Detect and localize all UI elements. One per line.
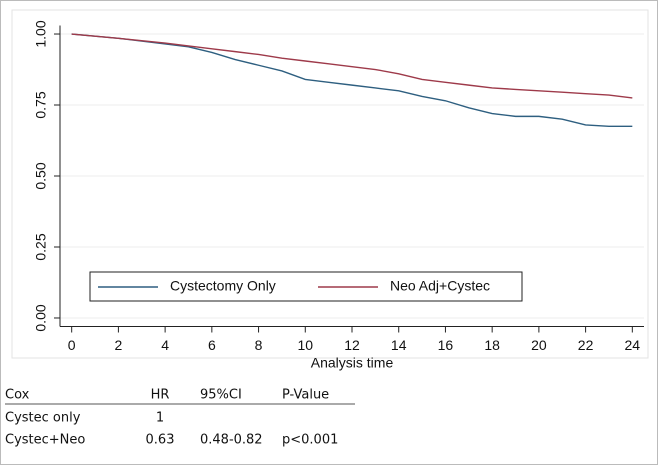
table-header: HR bbox=[151, 388, 170, 403]
x-tick-label: 10 bbox=[297, 337, 313, 353]
x-tick-label: 24 bbox=[625, 337, 641, 353]
x-tick-label: 14 bbox=[391, 337, 407, 353]
y-tick-label: 0.25 bbox=[33, 233, 49, 260]
table-cell: 1 bbox=[156, 411, 164, 426]
x-tick-label: 20 bbox=[531, 337, 547, 353]
legend-label: Neo Adj+Cystec bbox=[390, 278, 490, 294]
y-tick-label: 0.50 bbox=[33, 162, 49, 189]
legend-label: Cystectomy Only bbox=[170, 278, 276, 294]
y-tick-label: 1.00 bbox=[33, 20, 49, 47]
table-header: 95%CI bbox=[200, 388, 242, 403]
x-tick-label: 12 bbox=[344, 337, 360, 353]
x-tick-label: 22 bbox=[578, 337, 594, 353]
table-header: P-Value bbox=[282, 388, 329, 403]
plot-region bbox=[11, 9, 649, 359]
y-tick-label: 0.00 bbox=[33, 304, 49, 331]
x-tick-label: 8 bbox=[255, 337, 263, 353]
survival-line bbox=[71, 33, 633, 128]
x-tick-label: 2 bbox=[115, 337, 123, 353]
table-cell: Cystec only bbox=[5, 411, 81, 426]
table-cell: 0.63 bbox=[146, 433, 175, 448]
table-cell: Cystec+Neo bbox=[5, 433, 85, 448]
x-tick-label: 4 bbox=[161, 337, 169, 353]
table-cell: 0.48-0.82 bbox=[200, 433, 263, 448]
x-axis-label: Analysis time bbox=[311, 355, 394, 371]
table-cell: p<0.001 bbox=[282, 433, 338, 448]
y-tick-label: 0.75 bbox=[33, 91, 49, 118]
table-header: Cox bbox=[5, 388, 30, 403]
legend bbox=[89, 271, 523, 302]
x-tick-label: 16 bbox=[438, 337, 454, 353]
x-tick-label: 18 bbox=[484, 337, 500, 353]
survival-line bbox=[71, 33, 633, 99]
x-tick-label: 0 bbox=[68, 337, 76, 353]
x-tick-label: 6 bbox=[208, 337, 216, 353]
